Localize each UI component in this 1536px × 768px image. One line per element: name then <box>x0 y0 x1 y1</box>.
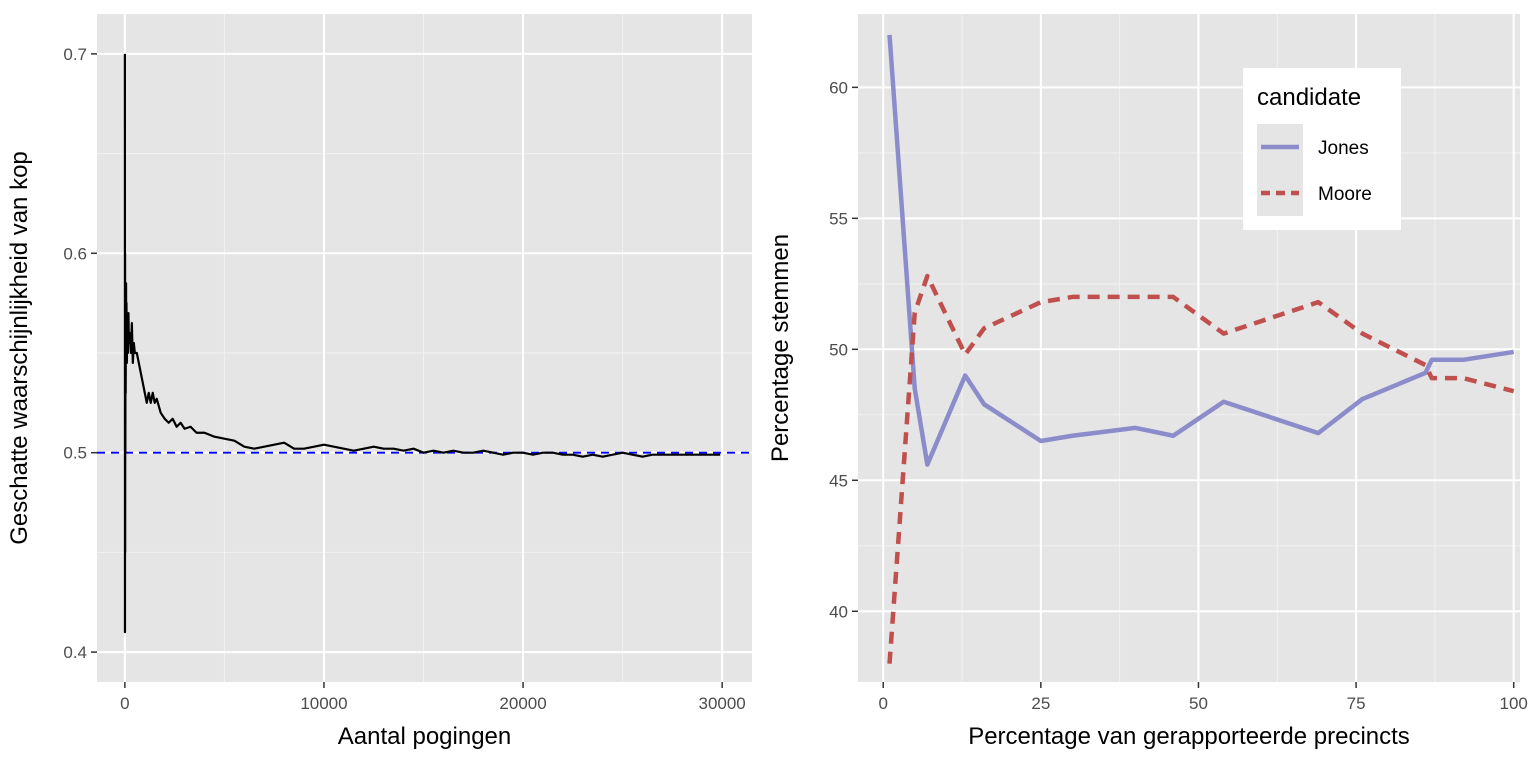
right-x-tick-label: 0 <box>878 694 887 713</box>
right-x-tick-label: 75 <box>1347 694 1366 713</box>
right-x-tick-label: 25 <box>1031 694 1050 713</box>
right-plot-background <box>858 14 1520 682</box>
right-x-tick-label: 50 <box>1189 694 1208 713</box>
right-y-axis-title: Percentage stemmen <box>767 234 794 462</box>
right-chart-panel: 0 25 50 75 100 40 45 50 55 60 Percentage van gera… <box>767 14 1528 750</box>
left-x-axis-title: Aantal pogingen <box>338 723 511 750</box>
left-x-tick-label: 0 <box>120 694 129 713</box>
right-x-axis-title: Percentage van gerapporteerde precincts <box>968 723 1410 750</box>
right-y-tick-label: 55 <box>829 209 848 228</box>
left-plot-background <box>97 14 752 682</box>
legend: candidate Jones Moore <box>1243 68 1401 230</box>
right-y-tick-label: 40 <box>829 602 848 621</box>
right-y-tick-label: 50 <box>829 340 848 359</box>
left-y-tick-label: 0.5 <box>63 444 87 463</box>
right-x-tick-label: 100 <box>1500 694 1528 713</box>
right-y-tick-label: 45 <box>829 471 848 490</box>
left-axes: 0 10000 20000 30000 0.4 0.5 0.6 0.7 <box>63 45 745 713</box>
right-y-tick-label: 60 <box>829 78 848 97</box>
series-line-moore <box>887 273 1515 664</box>
legend-label-jones: Jones <box>1318 138 1369 159</box>
left-y-axis-title: Geschatte waarschijnlijkheid van kop <box>6 151 33 545</box>
left-x-tick-label: 10000 <box>300 694 347 713</box>
left-y-tick-label: 0.6 <box>63 244 87 263</box>
right-axes: 0 25 50 75 100 40 45 50 55 60 <box>829 78 1528 713</box>
legend-label-moore: Moore <box>1318 184 1372 205</box>
left-chart-panel: 0 10000 20000 30000 0.4 0.5 0.6 0.7 Aantal pogi… <box>6 14 752 750</box>
right-series-group <box>887 34 1515 664</box>
running-estimate-line <box>123 53 721 634</box>
left-gridlines <box>97 14 752 682</box>
series-line-jones <box>887 34 1515 467</box>
left-x-tick-label: 20000 <box>499 694 546 713</box>
legend-title: candidate <box>1257 84 1361 111</box>
left-y-tick-label: 0.7 <box>63 45 87 64</box>
left-x-tick-label: 30000 <box>698 694 745 713</box>
left-y-tick-label: 0.4 <box>63 643 87 662</box>
left-series-group <box>123 53 721 634</box>
